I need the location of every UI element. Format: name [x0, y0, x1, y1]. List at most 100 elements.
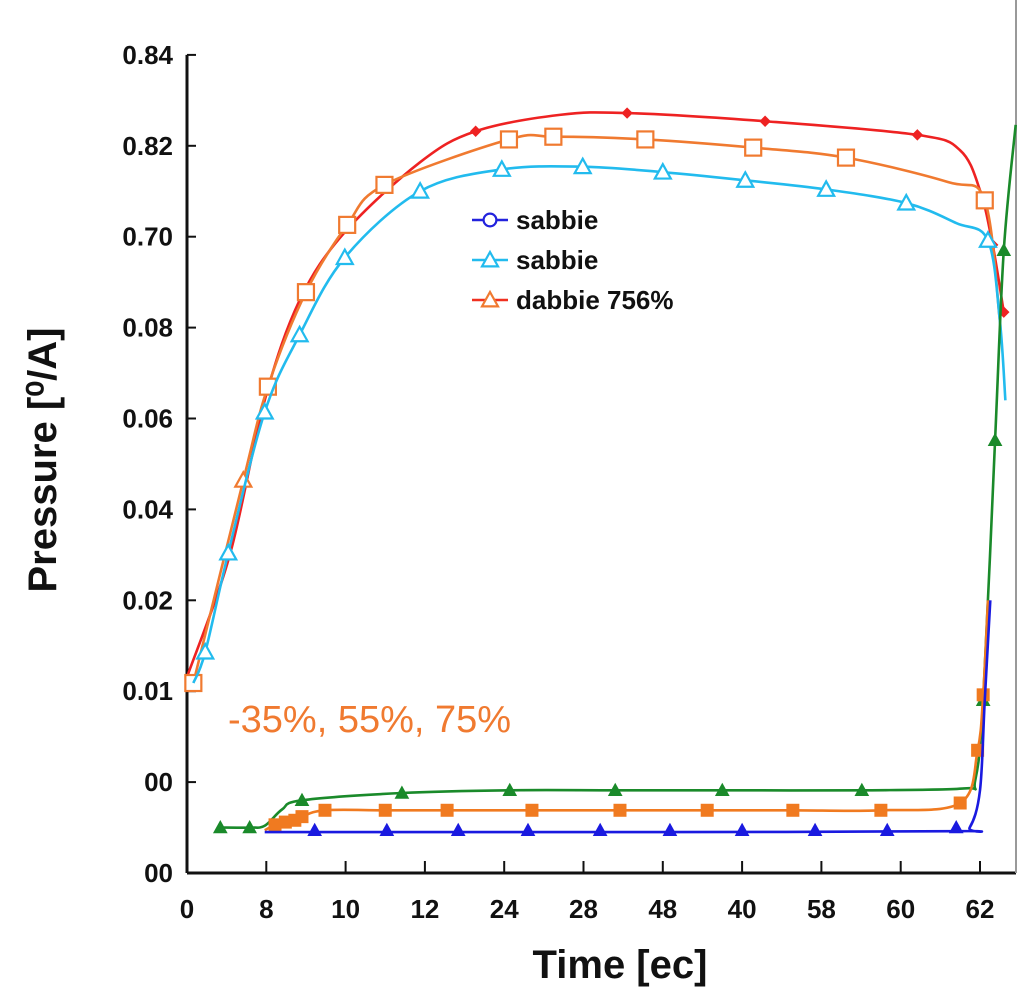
- triangle-marker: [294, 792, 310, 806]
- triangle-marker: [652, 161, 673, 180]
- series-5: [264, 600, 992, 836]
- square-marker: [318, 803, 332, 817]
- square-marker: [953, 796, 967, 810]
- diamond-marker: [621, 107, 633, 119]
- triangle-marker: [879, 822, 895, 836]
- square-marker: [700, 803, 714, 817]
- triangle-marker: [195, 641, 216, 660]
- triangle-marker: [450, 822, 466, 836]
- y-tick-label: 0.84: [122, 40, 173, 70]
- triangle-marker: [334, 247, 355, 266]
- y-tick-label: 0.06: [122, 404, 173, 434]
- annotation-percentages: -35%, 55%, 75%: [228, 699, 511, 741]
- y-axis-title: Pressure [⁰/A]: [21, 327, 65, 592]
- triangle-marker: [379, 822, 395, 836]
- triangle-marker: [218, 542, 239, 561]
- x-tick-label: 8: [259, 894, 273, 924]
- x-tick-label: 24: [490, 894, 519, 924]
- triangle-marker: [948, 820, 964, 834]
- triangle-marker: [307, 822, 323, 836]
- triangle-marker: [480, 289, 500, 308]
- y-tick-label: 0.82: [122, 131, 173, 161]
- series-line: [192, 133, 1002, 684]
- square-marker: [544, 127, 563, 146]
- triangle-marker: [996, 242, 1012, 257]
- square-marker: [499, 130, 519, 149]
- y-tick-label: 00: [144, 858, 173, 888]
- series-1: [184, 127, 1002, 693]
- square-marker: [613, 803, 627, 817]
- y-tick-label: 0.02: [122, 585, 173, 615]
- square-marker: [440, 803, 454, 817]
- square-marker: [296, 283, 316, 302]
- triangle-marker: [212, 820, 228, 834]
- series-2: [192, 156, 1007, 684]
- triangle-marker: [735, 170, 756, 188]
- x-tick-label: 58: [807, 894, 836, 924]
- series-layer: [184, 107, 1017, 836]
- legend-label: sabbie: [516, 245, 598, 275]
- square-marker: [295, 810, 309, 824]
- triangle-marker: [410, 180, 431, 199]
- legend-label: sabbie: [516, 205, 598, 235]
- x-tick-label: 40: [728, 894, 757, 924]
- triangle-marker: [896, 192, 917, 211]
- square-marker: [874, 803, 888, 817]
- square-marker: [636, 130, 655, 149]
- triangle-marker: [734, 822, 750, 836]
- triangle-marker: [289, 324, 310, 343]
- x-tick-label: 10: [331, 894, 360, 924]
- y-tick-label: 0.01: [122, 676, 173, 706]
- triangle-marker: [592, 822, 608, 836]
- triangle-marker: [978, 230, 998, 248]
- legend-entry: sabbie: [472, 245, 598, 275]
- triangle-marker: [607, 782, 623, 796]
- x-tick-label: 62: [966, 894, 995, 924]
- legend-entry: sabbie: [472, 205, 598, 235]
- triangle-marker: [987, 432, 1003, 447]
- square-marker: [525, 803, 539, 817]
- circle-marker: [482, 212, 498, 228]
- triangle-marker: [242, 820, 257, 834]
- triangle-marker: [662, 822, 678, 836]
- y-tick-label: 0.08: [122, 313, 173, 343]
- diamond-marker: [911, 129, 924, 141]
- triangle-marker: [816, 179, 837, 197]
- axes: 00 00 0.01 0.02 0.04 0.06 0.08 0.70 0.82 0.84 0 8 10…: [122, 0, 1017, 924]
- square-marker: [744, 138, 763, 157]
- triangle-marker: [520, 822, 536, 836]
- triangle-marker: [714, 782, 730, 796]
- triangle-marker: [254, 401, 275, 420]
- triangle-marker: [480, 249, 500, 268]
- series-line: [220, 124, 1017, 829]
- square-marker: [375, 175, 394, 194]
- square-marker: [338, 215, 357, 234]
- y-tick-label: 0.04: [122, 494, 173, 524]
- legend-label: dabbie 756%: [516, 285, 674, 315]
- x-tick-label: 0: [180, 894, 194, 924]
- x-tick-label: 48: [648, 894, 677, 924]
- series-line: [192, 164, 1007, 684]
- series-3: [212, 124, 1017, 834]
- triangle-marker: [854, 782, 870, 796]
- triangle-marker: [807, 822, 823, 836]
- square-marker: [976, 688, 990, 702]
- diamond-marker: [759, 115, 771, 127]
- y-tick-label: 0.70: [122, 222, 173, 252]
- square-marker: [786, 803, 800, 817]
- y-tick-label: 00: [144, 767, 173, 797]
- square-marker: [975, 191, 994, 210]
- legend: sabbie sabbie dabbie 756%: [472, 205, 674, 315]
- series-0: [186, 107, 1010, 676]
- x-axis-title: Time [ec]: [533, 943, 708, 987]
- square-marker: [378, 803, 392, 817]
- diamond-marker: [469, 125, 482, 137]
- triangle-marker: [394, 785, 410, 799]
- triangle-marker: [502, 782, 518, 796]
- triangle-marker: [491, 159, 512, 177]
- x-tick-label: 28: [569, 894, 598, 924]
- triangle-marker: [572, 156, 593, 175]
- x-tick-label: 60: [886, 894, 915, 924]
- square-marker: [836, 148, 856, 167]
